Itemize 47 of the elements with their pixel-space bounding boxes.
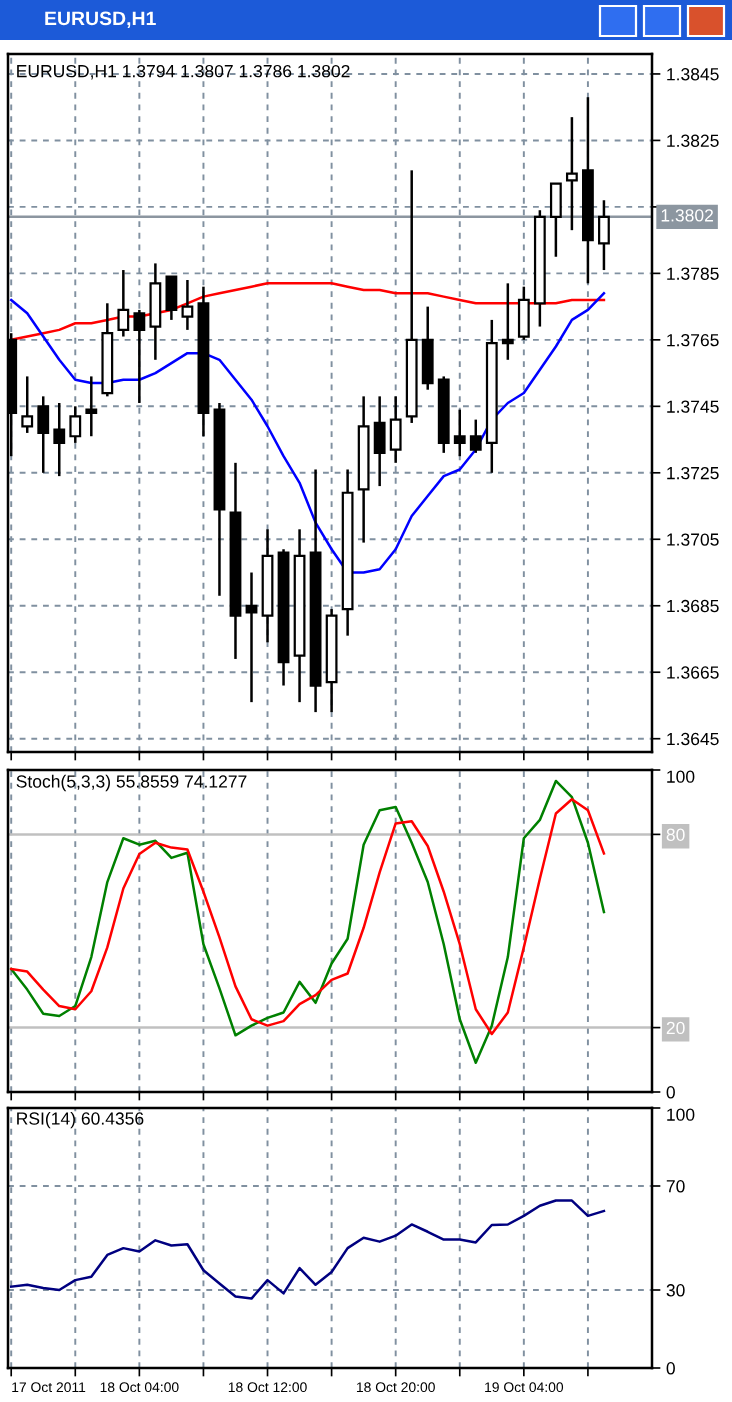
- text: EURUSD,H1 1.3794 1.3807 1.3786 1.3802: [17, 64, 350, 80]
- y-tick-label: 1.3665: [667, 666, 719, 679]
- candlestick: [69, 405, 82, 445]
- y-tick-label: 1.3765: [667, 333, 719, 347]
- candlestick: [453, 408, 466, 458]
- y-tick-label: 20: [666, 1021, 685, 1035]
- candlestick: [549, 182, 562, 258]
- candlestick: [565, 115, 578, 232]
- candlestick: [517, 285, 530, 342]
- y-tick-label: 1.3745: [667, 400, 719, 413]
- line-series: [9, 798, 606, 1036]
- chart-title: Stoch(5,3,3) 55.8559 74.1277: [16, 774, 247, 792]
- chart-subtitle: EURUSD,H1: [45, 11, 156, 29]
- candlestick: [165, 275, 178, 322]
- candlestick: [501, 282, 514, 362]
- candlestick: [389, 395, 402, 465]
- candlestick: [37, 395, 50, 475]
- y-tick-label: 1.3645: [667, 732, 719, 746]
- candlestick: [373, 395, 386, 488]
- y-tick-label: 1.3705: [667, 533, 719, 546]
- y-tick-label: 70: [666, 1180, 685, 1193]
- ref-line-label: 1.3802: [661, 209, 713, 222]
- y-tick-label: 80: [666, 828, 685, 841]
- y-tick-label: 1.3845: [667, 68, 719, 81]
- candlestick: [421, 305, 434, 391]
- y-tick-label: 100: [667, 770, 695, 783]
- candlestick: [245, 571, 258, 704]
- y-tick-label: 0: [666, 1362, 675, 1375]
- y-tick-label: 30: [666, 1284, 685, 1297]
- candlestick: [21, 375, 34, 435]
- candlestick: [53, 401, 66, 478]
- y-tick-label: 1.3725: [667, 466, 719, 480]
- candlestick: [469, 418, 482, 455]
- y-tick-label: 1.3785: [667, 267, 719, 280]
- line-series: [9, 292, 606, 574]
- candlestick: [117, 268, 130, 338]
- y-tick-label: 100: [667, 1108, 695, 1121]
- candlestick: [181, 278, 194, 332]
- candlestick: [598, 199, 610, 272]
- candlestick: [133, 308, 146, 405]
- chart-title: RSI(14) 60.4356: [17, 1111, 144, 1129]
- y-tick-label: 0: [666, 1086, 675, 1099]
- candlestick: [149, 262, 162, 362]
- y-tick-label: 1.3825: [667, 134, 719, 147]
- line-series: [9, 1199, 606, 1300]
- y-tick-label: 1.3685: [667, 599, 719, 613]
- candlestick: [85, 375, 98, 438]
